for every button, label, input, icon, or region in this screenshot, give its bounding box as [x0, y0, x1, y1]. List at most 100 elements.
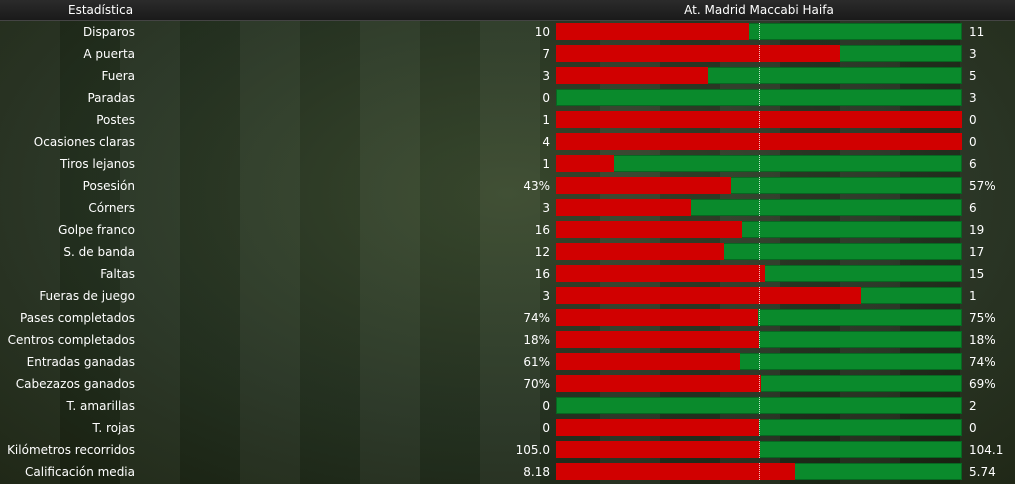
bar-midline	[759, 309, 760, 326]
home-value: 1	[542, 157, 550, 171]
bar-midline	[759, 375, 760, 392]
comparison-bar	[556, 199, 962, 216]
bar-midline	[759, 23, 760, 40]
stat-row: Posesión 43% 57%	[0, 175, 1015, 197]
away-value: 3	[969, 47, 977, 61]
comparison-bar	[556, 353, 962, 370]
comparison-bar	[556, 397, 962, 414]
stat-row: Pases completados 74% 75%	[0, 307, 1015, 329]
home-value: 8.18	[523, 465, 550, 479]
stat-row: Paradas 0 3	[0, 87, 1015, 109]
stat-row: A puerta 7 3	[0, 43, 1015, 65]
comparison-bar	[556, 67, 962, 84]
home-share-fill	[556, 419, 759, 436]
bar-midline	[759, 419, 760, 436]
stat-row: Faltas 16 15	[0, 263, 1015, 285]
away-value: 69%	[969, 377, 996, 391]
stat-row: Cabezazos ganados 70% 69%	[0, 373, 1015, 395]
home-share-fill	[556, 199, 691, 216]
home-value: 70%	[523, 377, 550, 391]
away-value: 17	[969, 245, 985, 259]
home-share-fill	[556, 177, 731, 194]
bar-midline	[759, 177, 760, 194]
home-share-fill	[556, 287, 861, 304]
comparison-bar	[556, 177, 962, 194]
bar-midline	[759, 397, 760, 414]
away-value: 3	[969, 91, 977, 105]
home-share-fill	[556, 155, 614, 172]
away-value: 6	[969, 157, 977, 171]
away-value: 2	[969, 399, 977, 413]
stat-row: S. de banda 12 17	[0, 241, 1015, 263]
teams-header: At. Madrid Maccabi Haifa	[684, 3, 834, 17]
bar-midline	[759, 111, 760, 128]
stat-label: T. rojas	[92, 421, 136, 435]
away-value: 57%	[969, 179, 996, 193]
home-value: 4	[542, 135, 550, 149]
bar-midline	[759, 199, 760, 216]
stat-label: Entradas ganadas	[26, 355, 135, 369]
home-value: 43%	[523, 179, 550, 193]
stat-row: Kilómetros recorridos 105.0 104.1	[0, 439, 1015, 461]
home-share-fill	[556, 45, 840, 62]
stat-label: Ocasiones claras	[33, 135, 135, 149]
stat-label: Fuera	[101, 69, 135, 83]
stat-column-header[interactable]: Estadística	[68, 3, 134, 17]
stat-label: Centros completados	[7, 333, 135, 347]
stat-row: Córners 3 6	[0, 197, 1015, 219]
bar-midline	[759, 67, 760, 84]
comparison-bar	[556, 463, 962, 480]
bar-midline	[759, 265, 760, 282]
bar-midline	[759, 221, 760, 238]
bar-midline	[759, 441, 760, 458]
stat-row: Tiros lejanos 1 6	[0, 153, 1015, 175]
stat-row: Entradas ganadas 61% 74%	[0, 351, 1015, 373]
stat-row: T. amarillas 0 2	[0, 395, 1015, 417]
bar-midline	[759, 331, 760, 348]
stat-label: Paradas	[87, 91, 135, 105]
home-value: 0	[542, 399, 550, 413]
home-value: 3	[542, 201, 550, 215]
home-value: 16	[534, 267, 550, 281]
home-value: 61%	[523, 355, 550, 369]
stats-header: Estadística At. Madrid Maccabi Haifa	[0, 0, 1015, 21]
stat-row: Fuera 3 5	[0, 65, 1015, 87]
stat-row: T. rojas 0 0	[0, 417, 1015, 439]
bar-midline	[759, 353, 760, 370]
stat-row: Golpe franco 16 19	[0, 219, 1015, 241]
away-value: 0	[969, 421, 977, 435]
comparison-bar	[556, 111, 962, 128]
home-share-fill	[556, 265, 765, 282]
home-value: 1	[542, 113, 550, 127]
home-value: 74%	[523, 311, 550, 325]
stat-label: Kilómetros recorridos	[7, 443, 135, 457]
comparison-bar	[556, 221, 962, 238]
stat-label: Posesión	[82, 179, 135, 193]
home-value: 18%	[523, 333, 550, 347]
comparison-bar	[556, 89, 962, 106]
away-value: 5.74	[969, 465, 996, 479]
away-value: 18%	[969, 333, 996, 347]
comparison-bar	[556, 331, 962, 348]
home-share-fill	[556, 375, 761, 392]
home-value: 3	[542, 289, 550, 303]
away-value: 6	[969, 201, 977, 215]
away-value: 0	[969, 113, 977, 127]
home-value: 12	[534, 245, 550, 259]
comparison-bar	[556, 45, 962, 62]
comparison-bar	[556, 265, 962, 282]
home-share-fill	[556, 331, 759, 348]
away-value: 75%	[969, 311, 996, 325]
stat-row: Centros completados 18% 18%	[0, 329, 1015, 351]
away-value: 104.1	[969, 443, 1004, 457]
bar-midline	[759, 243, 760, 260]
home-value: 16	[534, 223, 550, 237]
stat-label: Golpe franco	[58, 223, 135, 237]
stat-label: Postes	[96, 113, 135, 127]
away-value: 0	[969, 135, 977, 149]
bar-midline	[759, 155, 760, 172]
stat-label: Tiros lejanos	[60, 157, 135, 171]
home-share-fill	[556, 353, 740, 370]
away-value: 19	[969, 223, 985, 237]
away-value: 74%	[969, 355, 996, 369]
